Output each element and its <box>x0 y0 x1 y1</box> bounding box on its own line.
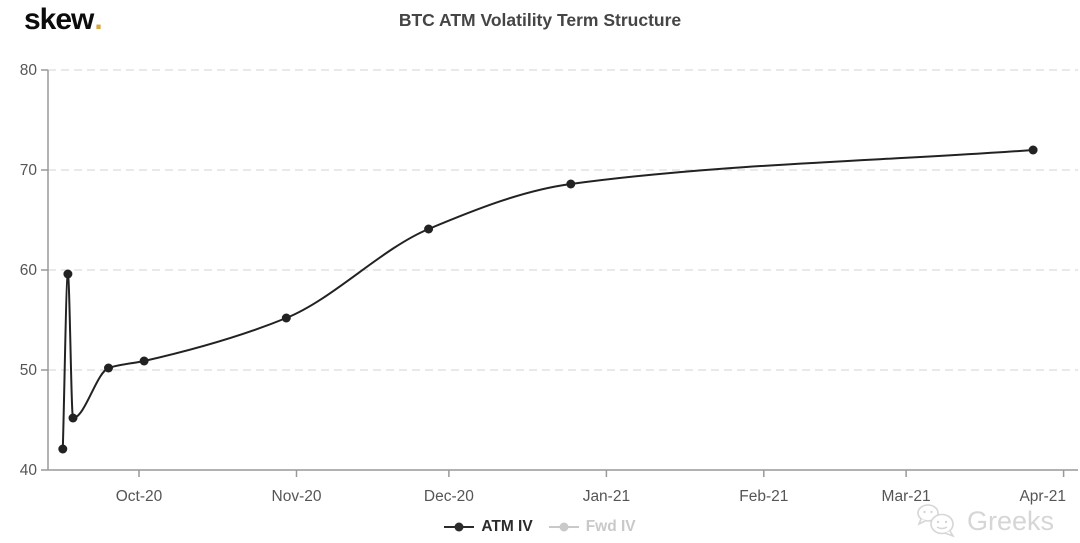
watermark-text: Greeks <box>966 505 1054 536</box>
chart-title: BTC ATM Volatility Term Structure <box>398 10 682 30</box>
data-point <box>281 313 291 323</box>
data-point <box>139 356 149 366</box>
data-point <box>566 179 576 189</box>
y-tick-label: 40 <box>20 462 38 479</box>
wechat-icon <box>917 504 955 538</box>
legend-label-fwd-iv: Fwd IV <box>585 518 636 535</box>
y-tick-label: 80 <box>20 62 38 79</box>
legend-item-atm-iv[interactable]: ATM IV <box>444 518 533 536</box>
data-point <box>424 224 434 234</box>
skew-logo-dot: . <box>94 3 102 36</box>
chart-legend: ATM IV Fwd IV <box>0 518 1080 536</box>
data-point <box>58 444 68 454</box>
skew-logo[interactable]: skew. <box>24 3 103 37</box>
y-tick-label: 50 <box>20 362 38 379</box>
x-tick-label: Feb-21 <box>739 488 788 505</box>
x-tick-label: Mar-21 <box>882 488 931 505</box>
y-tick-label: 60 <box>20 262 38 279</box>
x-tick-label: Dec-20 <box>424 488 474 505</box>
y-tick-label: 70 <box>20 162 38 179</box>
data-point <box>104 363 113 373</box>
fwd-iv-marker-icon <box>548 522 579 532</box>
series-line-atm-iv <box>61 149 1034 450</box>
legend-item-fwd-iv[interactable]: Fwd IV <box>548 518 636 536</box>
data-point <box>63 269 73 279</box>
legend-label-atm-iv: ATM IV <box>481 518 533 535</box>
skew-logo-text: skew <box>24 3 94 36</box>
x-tick-label: Apr-21 <box>1019 488 1066 505</box>
x-tick-label: Oct-20 <box>116 488 163 505</box>
x-tick-label: Jan-21 <box>583 488 630 505</box>
data-point <box>68 413 78 423</box>
data-point <box>1028 145 1038 155</box>
atm-iv-marker-icon <box>444 522 475 532</box>
x-tick-label: Nov-20 <box>272 488 322 505</box>
greeks-watermark: Greeks <box>914 502 1054 540</box>
